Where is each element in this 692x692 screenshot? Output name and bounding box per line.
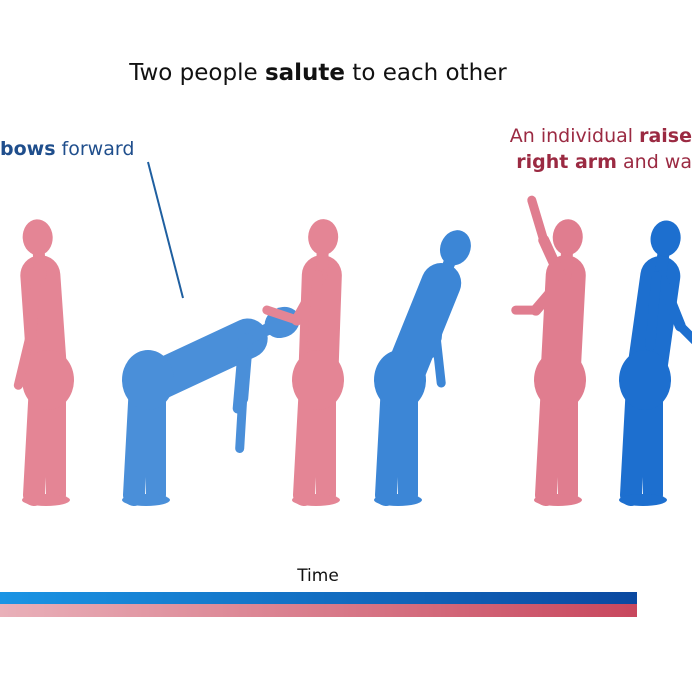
figures [13, 195, 692, 506]
hips [22, 350, 74, 410]
limb [262, 305, 302, 325]
title-text: Two people [128, 60, 265, 86]
limb [675, 321, 692, 345]
timeline-label: Time [296, 566, 339, 586]
feet [122, 494, 170, 506]
annotation-line: bows forward [0, 138, 134, 160]
feet [619, 494, 667, 506]
head [552, 219, 583, 256]
human-figure [122, 306, 300, 506]
limb [25, 270, 42, 351]
human-figure [619, 220, 692, 506]
head [22, 219, 53, 256]
human-figure [511, 195, 586, 506]
hips [534, 350, 586, 410]
annotation-text: forward [56, 138, 135, 160]
title-text: to each other [345, 60, 507, 86]
feet [374, 494, 422, 506]
head [308, 219, 339, 256]
limb [527, 195, 549, 245]
annotation-bold: raise [639, 125, 692, 147]
annotation: An individual raise right arm and wa [510, 125, 692, 173]
feet [534, 494, 582, 506]
limb [538, 234, 566, 281]
limb [654, 270, 686, 332]
title-bold: salute [265, 60, 345, 86]
annotation-text: and wa [617, 151, 692, 173]
title: Two people salute to each other [128, 60, 507, 86]
limb [232, 333, 249, 414]
human-figure [13, 219, 74, 506]
hips [619, 350, 671, 410]
head [650, 220, 681, 257]
hips [374, 350, 426, 410]
hips [292, 350, 344, 410]
feet [292, 494, 340, 506]
limb [426, 278, 443, 359]
annotation-text: An individual [510, 125, 639, 147]
timeline-bar-pink [0, 604, 637, 617]
hips [122, 350, 174, 410]
timeline-bar-blue [0, 592, 637, 604]
human-figure [374, 230, 471, 506]
limb [645, 271, 662, 352]
head [439, 230, 471, 266]
annotation-bold: right arm [516, 151, 617, 173]
leader-line [147, 161, 184, 299]
annotation: bows forward [0, 138, 134, 160]
annotation-line: An individual raise [510, 125, 692, 147]
annotation-bold: bows [0, 138, 56, 160]
limb [530, 269, 572, 316]
limb [306, 270, 323, 351]
feet [22, 494, 70, 506]
annotation-line: right arm and wa [516, 151, 692, 173]
human-figure [262, 219, 344, 506]
limb [431, 333, 446, 388]
